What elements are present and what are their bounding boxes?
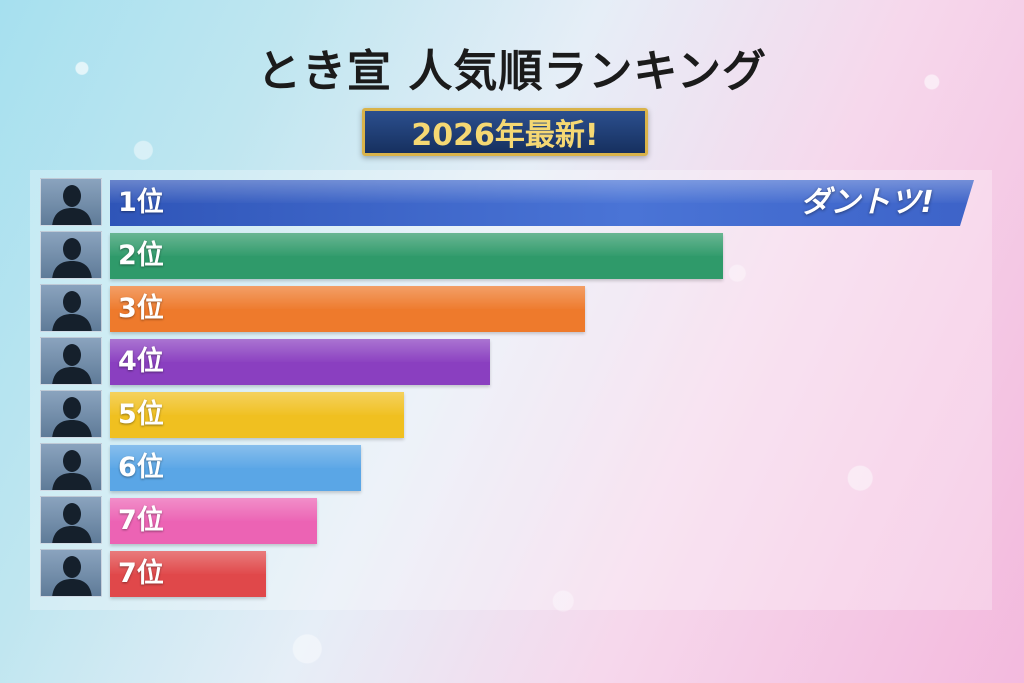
bar-gloss: [110, 286, 585, 309]
bar-gloss: [110, 180, 974, 203]
year-badge: 2026年最新!: [362, 108, 648, 156]
annotation-label: ダントツ!: [800, 185, 934, 220]
person-silhouette-icon: [40, 337, 102, 385]
rank-label: 6位: [118, 452, 164, 483]
person-silhouette-icon: [40, 549, 102, 597]
person-silhouette-icon: [40, 231, 102, 279]
rank-label: 5位: [118, 399, 164, 430]
person-silhouette-icon: [40, 284, 102, 332]
bar-gloss: [110, 498, 317, 521]
bar: 5位: [110, 392, 404, 438]
bar-gloss: [110, 445, 361, 468]
rank-label: 3位: [118, 293, 164, 324]
chart-title: とき宣 人気順ランキング: [257, 46, 767, 97]
rank-label: 1位: [118, 187, 164, 218]
bar: 2位: [110, 233, 723, 279]
person-silhouette-icon: [40, 443, 102, 491]
bar: 7位: [110, 498, 317, 544]
rank-label: 7位: [118, 558, 164, 589]
year-badge-label: 2026年最新!: [411, 118, 599, 153]
rank-label: 4位: [118, 346, 164, 377]
person-silhouette-icon: [40, 496, 102, 544]
bar-gloss: [110, 392, 404, 415]
rank-label: 7位: [118, 505, 164, 536]
bar-gloss: [110, 233, 723, 256]
bar: 7位: [110, 551, 266, 597]
person-silhouette-icon: [40, 390, 102, 438]
rank-label: 2位: [118, 240, 164, 271]
bar-gloss: [110, 551, 266, 574]
person-silhouette-icon: [40, 178, 102, 226]
bar: 6位: [110, 445, 361, 491]
bar: 3位: [110, 286, 585, 332]
bar: 4位: [110, 339, 490, 385]
bar: 1位 ダントツ!: [110, 180, 974, 226]
bar-gloss: [110, 339, 490, 362]
